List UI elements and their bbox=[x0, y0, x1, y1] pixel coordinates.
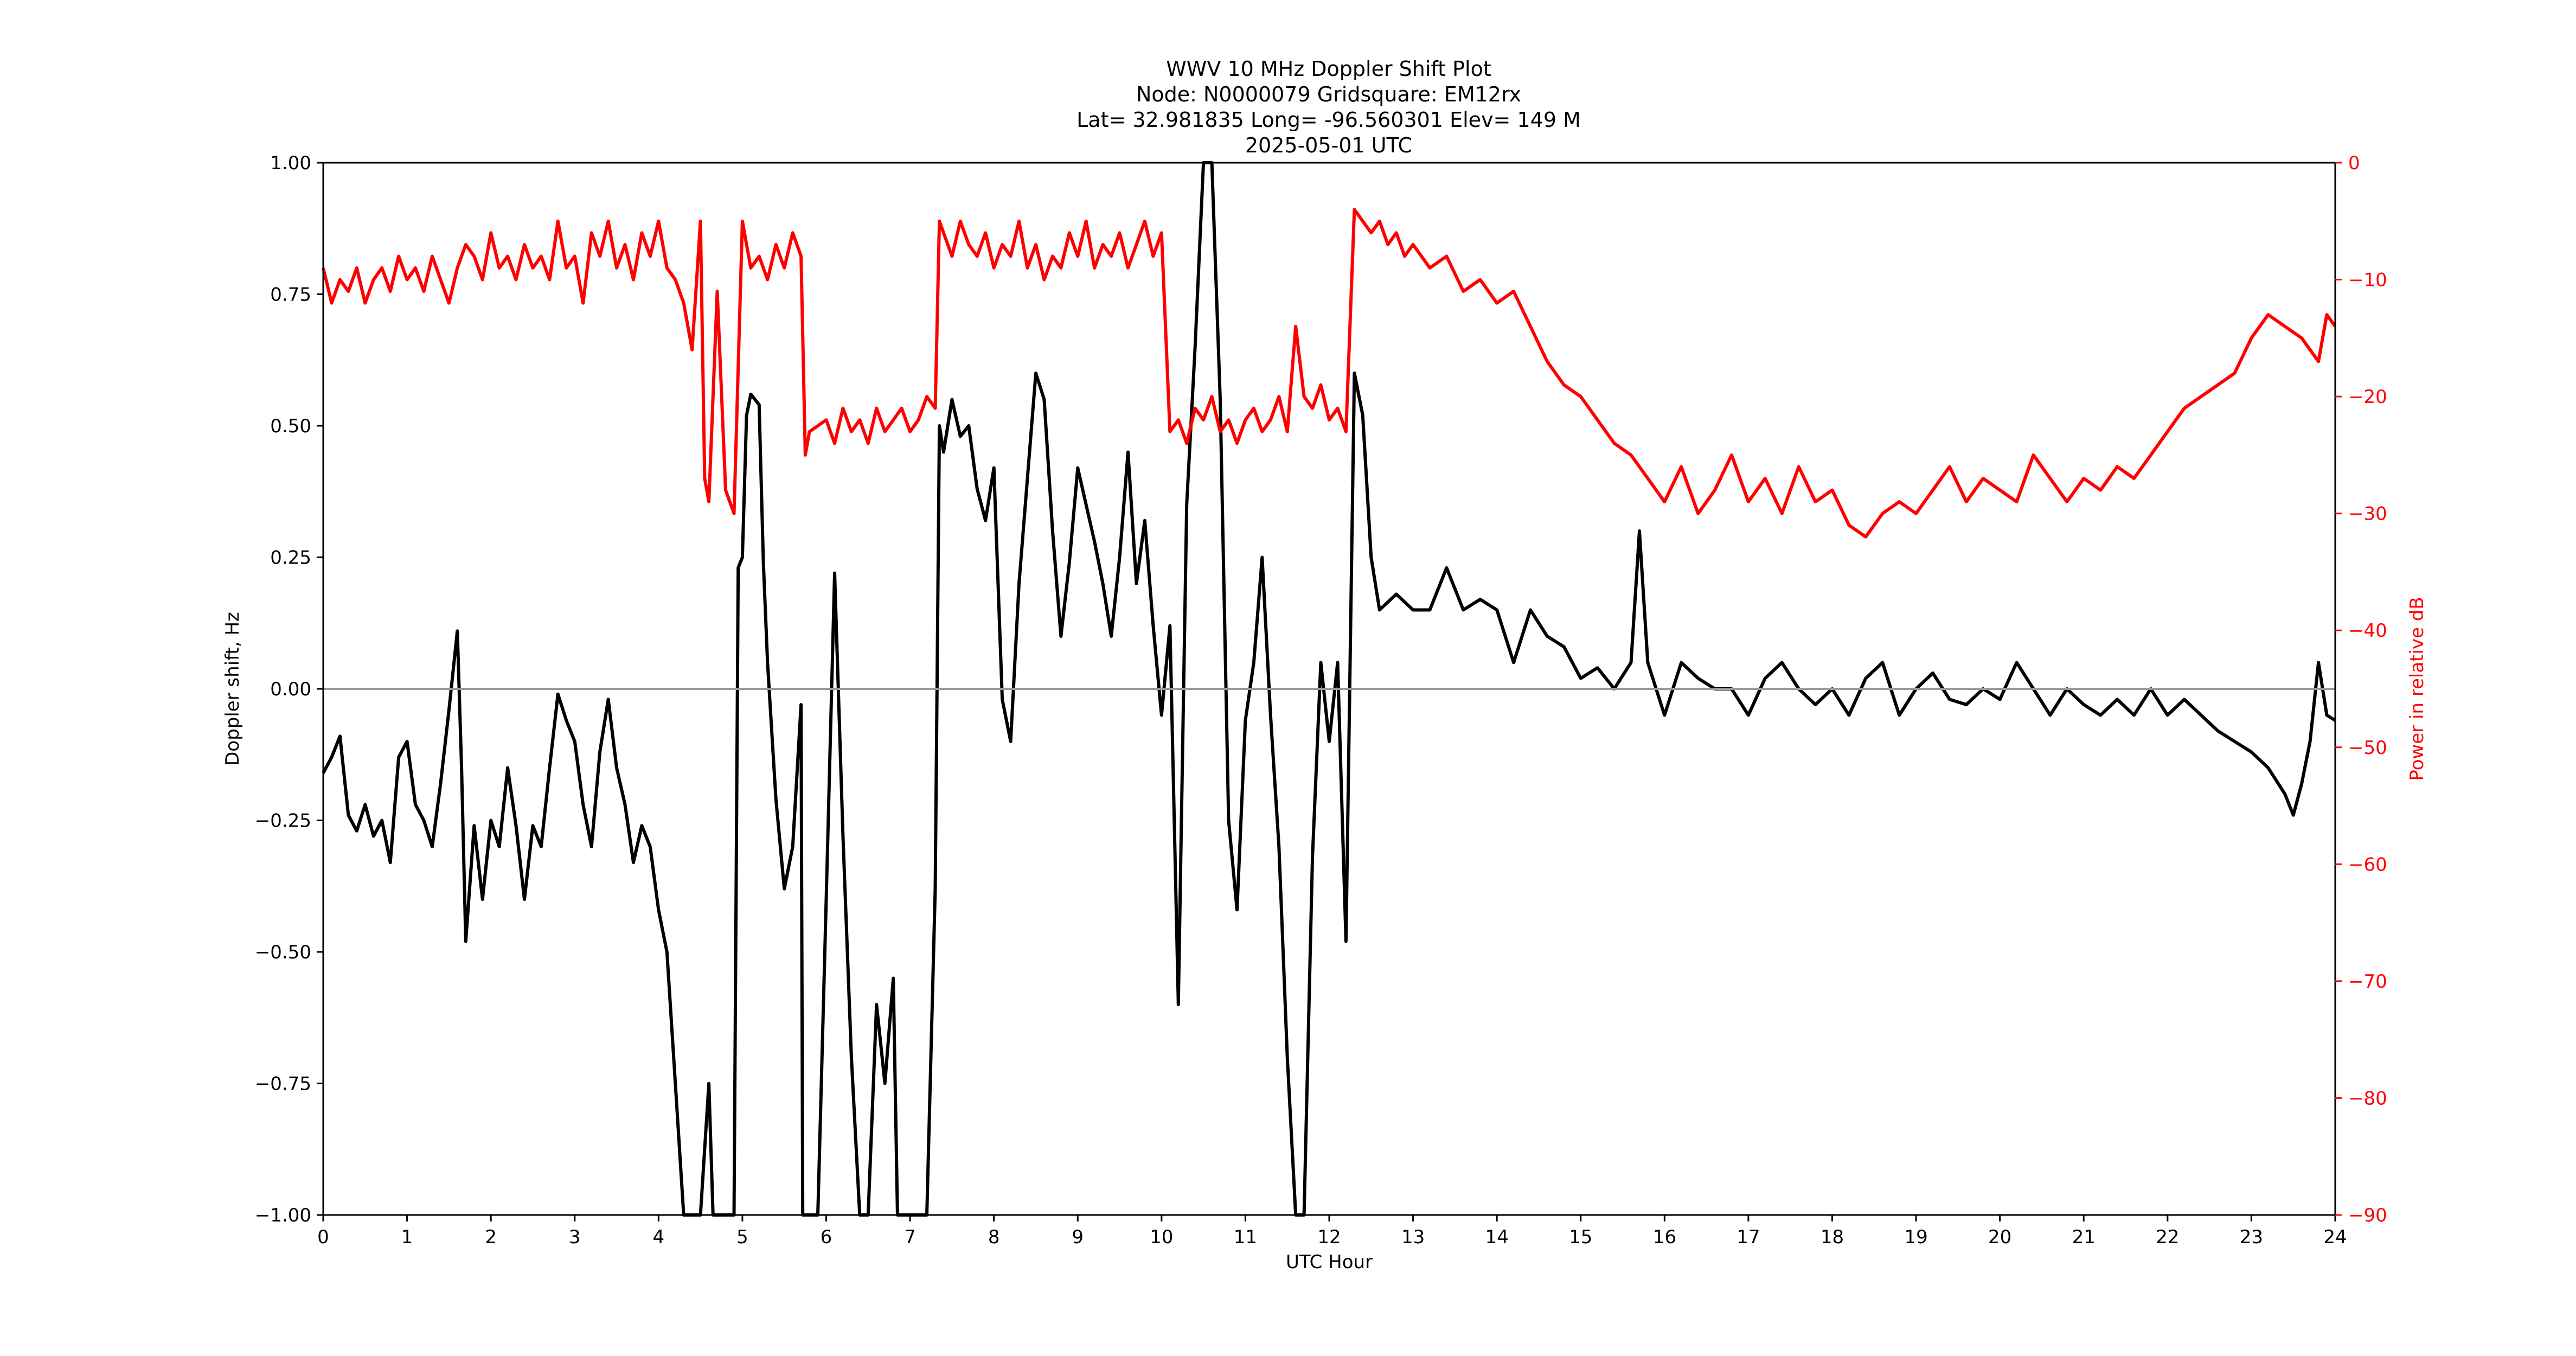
right-tick-label: −50 bbox=[2348, 737, 2387, 759]
right-tick-label: −90 bbox=[2348, 1205, 2387, 1226]
title-line-3: Lat= 32.981835 Long= -96.560301 Elev= 14… bbox=[1076, 108, 1581, 132]
x-tick-label: 9 bbox=[1072, 1226, 1084, 1248]
x-tick-label: 20 bbox=[1988, 1226, 2011, 1248]
x-tick-label: 1 bbox=[401, 1226, 413, 1248]
x-tick-label: 4 bbox=[653, 1226, 665, 1248]
right-tick-label: −70 bbox=[2348, 971, 2387, 993]
left-tick-label: 0.75 bbox=[270, 284, 311, 306]
x-tick-label: 5 bbox=[736, 1226, 748, 1248]
right-axis-label: Power in relative dB bbox=[2406, 597, 2428, 781]
right-tick-label: −40 bbox=[2348, 620, 2387, 642]
x-tick-label: 12 bbox=[1317, 1226, 1341, 1248]
x-tick-label: 10 bbox=[1150, 1226, 1173, 1248]
right-tick-label: 0 bbox=[2348, 152, 2360, 174]
x-tick-label: 16 bbox=[1653, 1226, 1676, 1248]
chart-title: WWV 10 MHz Doppler Shift Plot Node: N000… bbox=[1076, 57, 1581, 157]
left-tick-label: 1.00 bbox=[270, 152, 311, 174]
x-tick-label: 24 bbox=[2323, 1226, 2347, 1248]
right-tick-label: −60 bbox=[2348, 854, 2387, 875]
series-layer bbox=[322, 161, 2337, 1217]
x-tick-label: 23 bbox=[2240, 1226, 2263, 1248]
x-tick-label: 21 bbox=[2072, 1226, 2096, 1248]
x-tick-label: 22 bbox=[2156, 1226, 2179, 1248]
left-tick-label: −0.50 bbox=[255, 942, 311, 963]
left-tick-label: 0.50 bbox=[270, 415, 311, 437]
left-tick-label: 0.00 bbox=[270, 679, 311, 700]
left-axis-ticks: 1.00 0.75 0.50 0.25 0.00 −0.25 −0.50 −0.75 −1.00 bbox=[255, 152, 323, 1226]
x-tick-label: 15 bbox=[1569, 1226, 1592, 1248]
x-axis-label: UTC Hour bbox=[1286, 1251, 1373, 1273]
right-tick-label: −20 bbox=[2348, 386, 2387, 408]
x-tick-label: 3 bbox=[569, 1226, 581, 1248]
x-tick-label: 7 bbox=[904, 1226, 916, 1248]
doppler-series-line bbox=[322, 161, 2336, 1217]
x-tick-label: 19 bbox=[1904, 1226, 1927, 1248]
x-tick-label: 13 bbox=[1401, 1226, 1425, 1248]
left-tick-label: −0.25 bbox=[255, 810, 311, 832]
right-tick-label: −80 bbox=[2348, 1088, 2387, 1109]
title-line-1: WWV 10 MHz Doppler Shift Plot bbox=[1166, 57, 1491, 81]
power-series-line bbox=[322, 208, 2337, 539]
left-tick-label: 0.25 bbox=[270, 547, 311, 569]
right-tick-label: −10 bbox=[2348, 270, 2387, 291]
x-tick-label: 18 bbox=[1821, 1226, 1844, 1248]
left-tick-label: −1.00 bbox=[255, 1205, 311, 1226]
x-tick-label: 11 bbox=[1234, 1226, 1257, 1248]
x-axis-ticks: 0 1 2 3 4 5 6 7 8 9 10 11 12 13 14 15 16 17 18 19 20 21 22 23 24 bbox=[317, 1215, 2347, 1248]
x-tick-label: 14 bbox=[1485, 1226, 1509, 1248]
title-line-4: 2025-05-01 UTC bbox=[1245, 133, 1412, 157]
x-tick-label: 17 bbox=[1736, 1226, 1760, 1248]
x-tick-label: 8 bbox=[988, 1226, 1000, 1248]
x-tick-label: 0 bbox=[317, 1226, 329, 1248]
x-tick-label: 2 bbox=[485, 1226, 497, 1248]
x-tick-label: 6 bbox=[821, 1226, 832, 1248]
title-line-2: Node: N0000079 Gridsquare: EM12rx bbox=[1136, 82, 1521, 106]
right-tick-label: −30 bbox=[2348, 503, 2387, 525]
left-axis-label: Doppler shift, Hz bbox=[222, 612, 243, 766]
left-tick-label: −0.75 bbox=[255, 1073, 311, 1095]
right-axis-ticks: 0 −10 −20 −30 −40 −50 −60 −70 −80 −90 bbox=[2335, 152, 2387, 1226]
